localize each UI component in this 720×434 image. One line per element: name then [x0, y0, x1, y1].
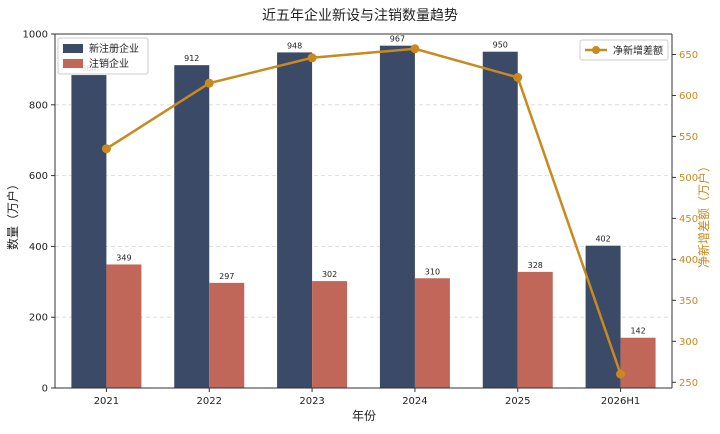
bar-value-label: 349 — [116, 253, 131, 262]
chart-title: 近五年企业新设与注销数量趋势 — [262, 7, 458, 24]
legend-marker — [592, 46, 600, 54]
bar-closed — [106, 264, 142, 388]
bar-new — [71, 75, 107, 389]
net-increase-line — [105, 47, 622, 375]
y2-tick-label: 300 — [679, 337, 698, 348]
axes-group: 0 200 400 600 800 1000 250 300 350 400 450 500 550 60… — [23, 30, 699, 408]
y2-tick-label: 550 — [679, 132, 698, 143]
bar-value-label: 948 — [287, 41, 302, 50]
y2-tick-label: 600 — [679, 91, 698, 102]
net-increase-point — [513, 72, 523, 82]
y-tick-label: 600 — [29, 171, 48, 182]
bar-value-label: 302 — [322, 270, 337, 279]
bar-value-label: 328 — [528, 261, 543, 270]
line-series-group — [101, 44, 626, 379]
net-increase-point — [204, 78, 214, 88]
bar-value-label: 297 — [219, 272, 234, 281]
y-tick-label: 400 — [29, 242, 48, 253]
bar-closed — [517, 271, 553, 388]
y2-tick-label: 350 — [679, 296, 698, 307]
bar-value-label: 912 — [184, 54, 199, 63]
x-tick-label: 2024 — [402, 396, 427, 407]
legend-label: 注销企业 — [89, 57, 129, 70]
legend-swatch — [63, 59, 83, 68]
bar-new — [482, 51, 518, 388]
net-increase-point — [307, 53, 317, 63]
bar-new — [585, 245, 621, 388]
bar-value-label: 967 — [390, 35, 405, 44]
x-tick-label: 2025 — [505, 396, 530, 407]
bars-group — [71, 45, 656, 389]
x-tick-label: 2023 — [299, 396, 324, 407]
y-tick-label: 0 — [42, 384, 48, 395]
bar-closed — [414, 278, 450, 388]
y2-axis-label: 净新增差额（万户） — [696, 160, 711, 268]
legend-swatch — [63, 44, 83, 53]
net-increase-point — [410, 44, 420, 54]
legend-label: 净新增差额 — [613, 44, 663, 57]
y-tick-label: 200 — [29, 313, 48, 324]
y-tick-label: 1000 — [23, 30, 48, 41]
legend-box — [579, 39, 669, 61]
x-tick-label: 2021 — [94, 396, 119, 407]
net-increase-point — [101, 144, 111, 154]
net-increase-point — [616, 369, 626, 379]
y2-tick-label: 450 — [679, 214, 698, 225]
x-axis-label: 年份 — [352, 409, 376, 423]
y2-tick-label: 500 — [679, 173, 698, 184]
bar-new — [379, 45, 415, 388]
x-tick-label: 2026H1 — [601, 396, 640, 407]
bar-value-label: 142 — [630, 327, 645, 336]
grid-lines — [55, 33, 672, 318]
bar-value-label: 402 — [595, 235, 610, 244]
bar-new — [174, 65, 210, 388]
x-tick-label: 2022 — [197, 396, 222, 407]
bar-labels-group: 884912948967950402349297302310328142 — [81, 35, 645, 336]
bar-value-label: 310 — [425, 267, 440, 276]
y2-tick-label: 400 — [679, 255, 698, 266]
y2-tick-label: 650 — [679, 50, 698, 61]
y-tick-label: 800 — [29, 100, 48, 111]
bar-closed — [209, 282, 245, 388]
bar-value-label: 950 — [493, 41, 508, 50]
bar-new — [277, 52, 313, 389]
legend-line: 净新增差额 — [579, 39, 669, 61]
legend-label: 新注册企业 — [89, 42, 139, 55]
y2-tick-label: 250 — [679, 378, 698, 389]
y-axis-label: 数量（万户） — [5, 178, 20, 250]
bar-closed — [620, 337, 656, 388]
bar-closed — [312, 281, 348, 388]
